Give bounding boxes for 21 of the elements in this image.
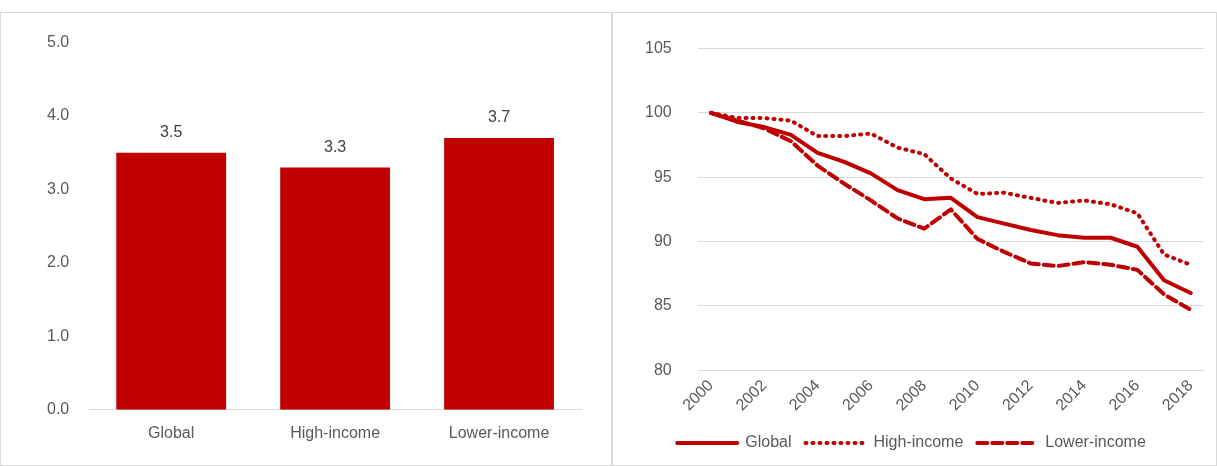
y-tick-label: 85 — [653, 296, 672, 314]
bar — [444, 138, 554, 410]
y-tick-label: 95 — [653, 167, 672, 185]
y-tick-label: 100 — [644, 103, 672, 121]
y-tick-label: 2.0 — [46, 253, 70, 271]
y-tick-label: 105 — [644, 39, 672, 57]
x-tick-label: High-income — [290, 423, 381, 441]
x-tick-label: Global — [148, 423, 195, 441]
y-tick-label: 3.0 — [46, 179, 70, 197]
y-tick-label: 0.0 — [46, 400, 70, 418]
data-label: 3.7 — [487, 108, 511, 126]
bar — [116, 152, 227, 410]
y-tick-label: 5.0 — [46, 33, 70, 51]
x-tick-label: Lower-income — [448, 423, 550, 441]
y-tick-label: 90 — [653, 232, 672, 249]
bar — [280, 167, 391, 410]
y-tick-label: 4.0 — [46, 106, 70, 124]
y-tick-label: 80 — [653, 360, 672, 378]
y-tick-label: 1.0 — [46, 326, 70, 344]
data-label: 3.3 — [324, 137, 347, 155]
data-label: 3.5 — [160, 123, 183, 141]
